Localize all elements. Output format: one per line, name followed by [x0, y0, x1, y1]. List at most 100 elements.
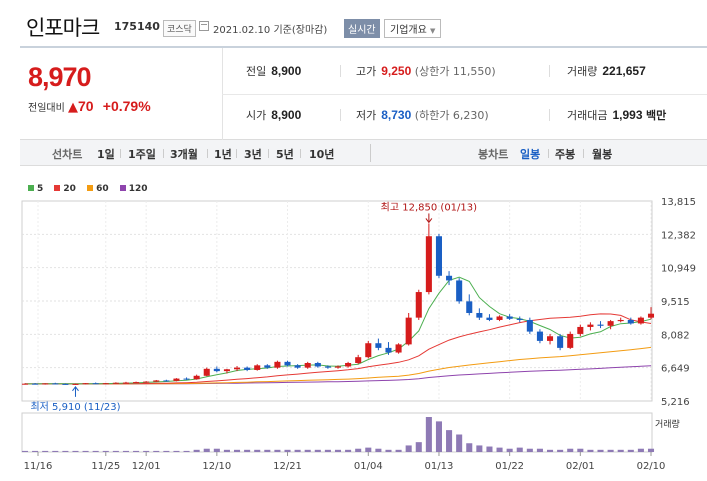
prev-close-cell: 전일 8,900 — [246, 63, 301, 79]
legend-item-ma60: 60 — [87, 184, 109, 194]
tab-10y[interactable]: 10년 — [309, 148, 335, 161]
tab-5y[interactable]: 5년 — [276, 148, 294, 161]
volume-bar — [203, 448, 210, 452]
volume-bar — [385, 449, 392, 452]
title-bar: 인포마크 175140 코스닥 2021.02.10 기준(장마감) 실시간 기… — [0, 0, 707, 52]
chart-legend: 5 20 60 120 — [28, 184, 156, 194]
cell-separator — [340, 109, 341, 121]
legend-label: 120 — [128, 184, 148, 194]
candle-body — [294, 365, 301, 368]
date-suffix: 기준(장마감) — [273, 25, 328, 36]
tab-separator — [207, 149, 208, 158]
line-chart-label: 선차트 — [52, 148, 83, 161]
candles — [21, 223, 655, 385]
upper-limit: (상한가 11,550) — [414, 65, 496, 78]
amount-value: 1,993 — [612, 108, 643, 122]
candle-body — [304, 362, 311, 368]
candle-body — [153, 380, 160, 382]
volume-bar — [264, 449, 271, 452]
stock-code: 175140 — [114, 20, 160, 33]
change-row: 전일대비 ▲70 +0.79% — [28, 98, 151, 115]
candle-body — [234, 367, 241, 370]
legend-swatch — [54, 185, 61, 191]
realtime-button[interactable]: 실시간 — [344, 19, 380, 38]
volume-label: 거래량 — [655, 418, 680, 430]
tab-weekly[interactable]: 주봉 — [555, 148, 576, 161]
up-triangle-icon: ▲ — [68, 100, 78, 115]
candle-body — [112, 382, 119, 384]
volume-bar — [395, 449, 402, 452]
amount-cell: 거래대금 1,993 백만 — [567, 107, 666, 123]
volume-bar — [62, 450, 69, 452]
volume-bar — [476, 445, 483, 452]
tab-1w[interactable]: 1주일 — [128, 148, 156, 161]
x-tick-label: 01/13 — [425, 461, 454, 472]
candle-body — [324, 366, 331, 368]
low-value: 8,730 — [381, 108, 412, 122]
candle-body — [334, 366, 342, 368]
candle-body — [385, 347, 392, 353]
legend-label: 60 — [96, 184, 109, 194]
x-tick-label: 01/22 — [495, 461, 524, 472]
volume-bar — [496, 447, 503, 452]
candle-body — [577, 326, 584, 334]
high-cell: 고가 9,250 (상한가 11,550) — [356, 63, 496, 79]
x-tick-label: 02/01 — [566, 461, 595, 472]
volume-bar — [304, 449, 311, 452]
tab-separator — [163, 149, 164, 158]
volume-bar — [102, 450, 109, 452]
volume-bar — [82, 450, 89, 452]
current-price: 8,970 — [28, 62, 92, 92]
volume-bar — [42, 450, 49, 452]
tab-1d[interactable]: 1일 — [97, 148, 115, 161]
volume-bar — [425, 417, 432, 452]
chart-tab-bar: 선차트 1일 1주일 3개월 1년 3년 5년 10년 봉차트 일봉 주봉 월봉 — [20, 140, 707, 166]
volume-bar — [486, 446, 493, 452]
candle-body — [587, 324, 594, 327]
x-tick-label: 02/10 — [637, 461, 666, 472]
volume-bar — [334, 449, 342, 452]
volume-bar — [72, 450, 79, 452]
y-tick-label: 8,082 — [661, 330, 690, 341]
max-arrow-head — [425, 218, 433, 224]
candle-body — [597, 324, 604, 326]
tab-daily[interactable]: 일봉 — [520, 148, 541, 161]
candle-body — [223, 369, 230, 372]
candle-body — [32, 383, 39, 385]
volume-bar — [405, 445, 412, 452]
candle-chart-label: 봉차트 — [478, 148, 509, 161]
header-divider — [20, 46, 707, 48]
min-arrow-head — [72, 386, 79, 392]
cell-separator — [549, 65, 550, 77]
tab-3y[interactable]: 3년 — [244, 148, 262, 161]
volume-bar — [446, 430, 453, 452]
volume-cell: 거래량 221,657 — [567, 63, 646, 79]
lower-limit: (하한가 6,230) — [414, 109, 489, 122]
high-label: 고가 — [356, 65, 377, 78]
candle-body — [244, 367, 251, 370]
annotations: 거래량 최고 12,850 (01/13) 최저 5,910 (11/23) — [30, 201, 679, 430]
amount-unit: 백만 — [646, 110, 667, 122]
volume-bar — [143, 450, 150, 452]
tab-3m[interactable]: 3개월 — [170, 148, 198, 161]
candle-body — [133, 382, 140, 384]
x-tick-label: 01/04 — [354, 461, 383, 472]
volume-bar — [547, 449, 554, 452]
candle-body — [21, 383, 29, 385]
tab-monthly[interactable]: 월봉 — [592, 148, 613, 161]
date-value: 2021.02.10 — [213, 25, 271, 36]
candle-body — [415, 292, 422, 318]
candle-body — [173, 378, 180, 381]
y-tick-label: 10,949 — [661, 264, 696, 275]
tab-separator — [300, 149, 301, 158]
candle-body — [264, 365, 271, 368]
volume-bar — [435, 421, 442, 452]
volume-bar — [456, 434, 463, 452]
candle-body — [486, 317, 493, 320]
volume-bar — [324, 449, 331, 452]
candle-body — [102, 383, 109, 385]
company-overview-dropdown[interactable]: 기업개요 ▼ — [384, 19, 442, 38]
volume-bar — [536, 448, 543, 452]
ma120-line — [25, 365, 652, 385]
tab-1y[interactable]: 1년 — [214, 148, 232, 161]
